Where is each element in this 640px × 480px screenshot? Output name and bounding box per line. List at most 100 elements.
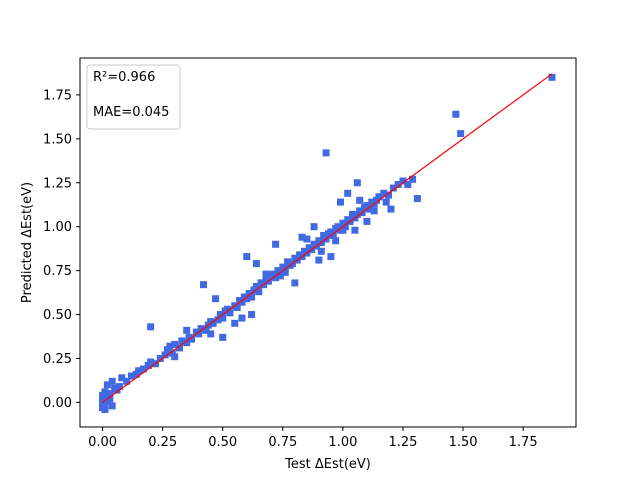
data-point — [183, 326, 191, 334]
data-point — [341, 223, 349, 231]
data-point — [248, 311, 256, 319]
data-point — [147, 323, 155, 331]
data-point — [103, 381, 111, 389]
data-point — [202, 326, 210, 334]
x-tick-label: 0.75 — [268, 435, 297, 450]
data-point — [178, 337, 186, 345]
x-tick-label: 0.00 — [88, 435, 117, 450]
data-point — [356, 196, 364, 204]
data-point — [175, 344, 183, 352]
data-point — [315, 256, 323, 264]
data-point — [272, 274, 280, 282]
x-tick-label: 1.00 — [328, 435, 357, 450]
data-point — [365, 205, 373, 213]
data-point — [320, 231, 328, 239]
metrics-box: R²=0.966 MAE=0.045 — [86, 64, 181, 130]
data-point — [99, 395, 107, 403]
data-point — [135, 367, 143, 375]
data-point — [370, 207, 378, 215]
data-point — [171, 353, 179, 361]
data-point — [337, 198, 344, 206]
y-tick-label: 1.50 — [43, 132, 72, 147]
data-point — [327, 253, 335, 261]
data-point — [317, 247, 325, 255]
data-point — [108, 377, 116, 385]
data-point — [108, 402, 116, 410]
data-point — [168, 349, 176, 357]
y-axis-label: Predicted ΔEst(eV) — [20, 182, 35, 303]
data-point — [375, 193, 383, 201]
data-point — [238, 298, 246, 306]
data-point — [281, 268, 289, 276]
data-point — [212, 295, 220, 303]
data-point — [387, 205, 395, 213]
data-point — [353, 210, 361, 218]
data-point — [353, 179, 361, 187]
data-point — [183, 339, 191, 347]
data-point — [219, 333, 227, 341]
data-point — [101, 405, 109, 413]
data-point — [132, 370, 140, 378]
data-point — [163, 346, 171, 354]
y-tick-label: 1.25 — [43, 176, 72, 191]
data-point — [139, 365, 147, 373]
x-tick-label: 1.75 — [509, 435, 538, 450]
y-tick-label: 1.00 — [43, 220, 72, 235]
x-tick-label: 1.50 — [449, 435, 478, 450]
data-point — [349, 210, 357, 218]
data-point — [389, 184, 397, 192]
data-point — [269, 270, 277, 278]
data-point — [252, 260, 260, 268]
data-point — [245, 289, 253, 297]
data-point — [344, 189, 352, 197]
data-point — [385, 191, 393, 199]
data-point — [99, 391, 107, 399]
data-point — [197, 325, 205, 333]
fit-line — [102, 73, 553, 403]
data-point — [291, 279, 299, 287]
r2-label: R²=0.966 — [93, 70, 155, 85]
data-point — [262, 270, 270, 278]
data-point — [298, 233, 306, 241]
data-point — [252, 282, 260, 290]
data-point — [166, 342, 174, 350]
y-tick-label: 0.75 — [43, 264, 72, 279]
data-point — [327, 228, 335, 236]
data-point — [351, 226, 359, 234]
data-point — [303, 235, 311, 243]
fit-layer — [102, 73, 553, 403]
metrics-box-frame — [86, 64, 181, 130]
data-point — [322, 149, 330, 157]
data-point — [123, 377, 131, 385]
data-point — [243, 295, 251, 303]
data-point — [101, 388, 109, 396]
data-point — [310, 223, 318, 231]
x-axis-label: Test ΔEst(eV) — [284, 457, 371, 472]
data-point — [339, 219, 347, 227]
y-tick-label: 0.00 — [43, 396, 72, 411]
y-tick-label: 0.50 — [43, 308, 72, 323]
data-point — [233, 304, 241, 312]
data-point — [272, 240, 280, 248]
data-point — [257, 279, 265, 287]
y-tick-label: 0.25 — [43, 352, 72, 367]
data-point — [255, 288, 263, 296]
data-point — [209, 319, 217, 327]
data-point — [144, 362, 152, 369]
points-layer — [99, 73, 556, 413]
data-point — [113, 386, 121, 394]
data-point — [224, 305, 232, 313]
data-point — [373, 196, 381, 204]
data-point — [399, 177, 407, 185]
data-point — [106, 395, 114, 403]
data-point — [231, 319, 239, 327]
data-point — [216, 311, 224, 319]
data-point — [363, 202, 371, 210]
data-point — [195, 330, 203, 338]
data-point — [404, 181, 412, 189]
data-point — [457, 130, 465, 138]
data-point — [106, 390, 114, 398]
data-point — [248, 293, 256, 301]
data-point — [250, 286, 258, 294]
